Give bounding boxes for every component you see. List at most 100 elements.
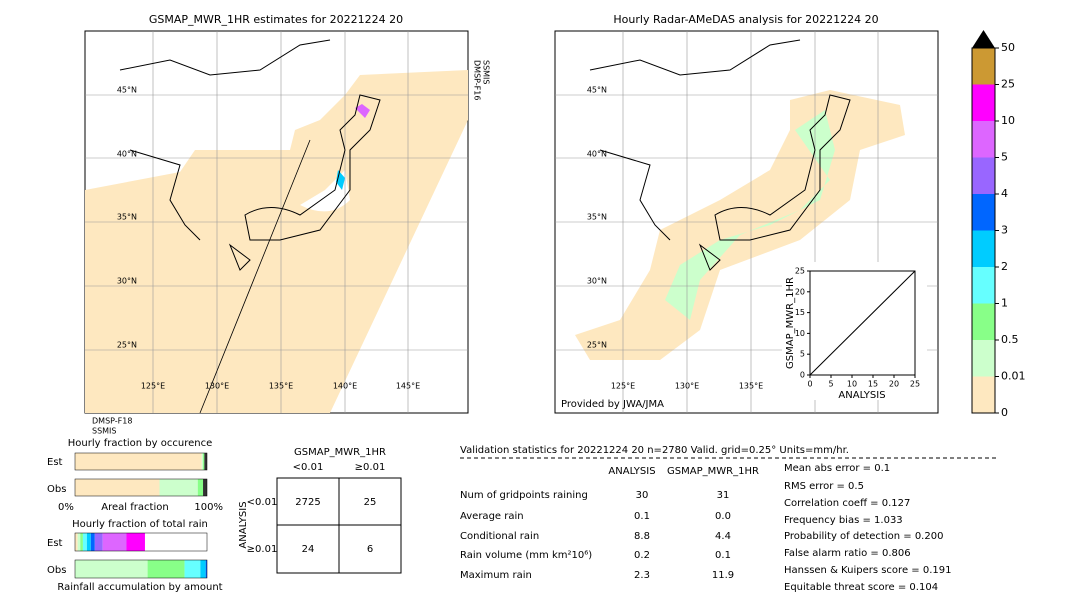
fraction-segment: [203, 453, 205, 470]
col-header: ANALYSIS: [608, 466, 655, 477]
lon-label: 135°E: [269, 382, 293, 391]
row-label: Conditional rain: [460, 531, 539, 542]
colorbar-label: 0.01: [1001, 370, 1026, 383]
lat-label: 25°N: [587, 341, 607, 350]
lat-label: 35°N: [587, 213, 607, 222]
colorbar-band: [972, 376, 995, 413]
colorbar-label: 3: [1001, 224, 1008, 237]
col-header: GSMAP_MWR_1HR: [667, 466, 759, 477]
lon-label: 125°E: [611, 382, 635, 391]
fraction-segment: [205, 560, 207, 578]
coastline: [119, 39, 381, 271]
colorbar-label: 25: [1001, 78, 1015, 91]
panel-title: Hourly fraction by occurence: [68, 438, 212, 449]
score: Hanssen & Kuipers score = 0.191: [784, 565, 951, 576]
fraction-segment: [203, 479, 207, 496]
score: Equitable threat score = 0.104: [784, 582, 938, 593]
y-tick-label: 20: [795, 287, 805, 296]
row-label: Rain volume (mm km²10⁶): [460, 550, 592, 561]
x-tick-label: 20: [889, 380, 899, 389]
fraction-segment: [197, 479, 204, 496]
map-title: Hourly Radar-AMeDAS analysis for 2022122…: [613, 13, 878, 26]
lon-label: 130°E: [675, 382, 699, 391]
colorbar-label: 10: [1001, 114, 1015, 127]
graticule: [555, 31, 938, 413]
lat-label: 45°N: [117, 86, 137, 95]
table-cell: 0.1: [634, 511, 650, 522]
colorbar-label: 50: [1001, 41, 1015, 54]
score: Correlation coeff = 0.127: [784, 498, 910, 509]
x-tick-label: 0: [807, 380, 812, 389]
sat-label: SSMIS: [92, 427, 117, 436]
fraction-segment: [126, 533, 145, 551]
row-label: Est: [47, 457, 63, 468]
row-label: Maximum rain: [460, 570, 532, 581]
axis-label: 0%: [58, 502, 74, 513]
sat-label: DMSP-F18: [92, 417, 132, 426]
table-cell: 0.0: [715, 511, 731, 522]
lon-label: 135°E: [739, 382, 763, 391]
colorbar-band: [972, 84, 995, 121]
table-cell: 11.9: [712, 570, 734, 581]
colorbar-band: [972, 157, 995, 194]
scatter-frame: [809, 270, 916, 376]
table-cell: 4.4: [715, 531, 731, 542]
fraction-segment: [77, 533, 81, 551]
colorbar-band: [972, 48, 995, 85]
fraction-segment: [102, 533, 127, 551]
fraction-segment: [204, 453, 207, 470]
row-label: <0.01: [247, 497, 278, 508]
map-title: GSMAP_MWR_1HR estimates for 20221224 20: [149, 13, 403, 26]
lat-label: 45°N: [587, 86, 607, 95]
lon-label: 145°E: [396, 382, 420, 391]
left-map: [84, 30, 469, 414]
table-cell: 25: [364, 497, 377, 508]
graticule: [85, 31, 468, 413]
table-cell: 6: [367, 544, 373, 555]
lat-label: 35°N: [117, 213, 137, 222]
sat-label: SSMIS: [482, 60, 491, 85]
y-tick-label: 25: [795, 267, 805, 276]
rain-area: [665, 110, 835, 320]
x-tick-label: 25: [910, 380, 920, 389]
stats-title: Validation statistics for 20221224 20 n=…: [460, 445, 849, 456]
table-lines: [277, 478, 401, 573]
rain-area: [85, 70, 468, 413]
lat-label: 40°N: [117, 150, 137, 159]
bar-frame: [74, 532, 208, 552]
colorbar-label: 0.5: [1001, 333, 1019, 346]
axis-label: Areal fraction: [101, 502, 168, 513]
fraction-segment: [80, 533, 83, 551]
axis-label: Rainfall accumulation by amount: [57, 582, 222, 593]
fraction-segment: [201, 453, 204, 470]
lon-label: 130°E: [205, 382, 229, 391]
table-cell: 0.1: [715, 550, 731, 561]
lat-label: 25°N: [117, 341, 137, 350]
colorbar-band: [972, 303, 995, 340]
fraction-segment: [90, 533, 95, 551]
fraction-segment: [200, 560, 206, 578]
fraction-segment: [82, 533, 87, 551]
x-tick-label: 15: [868, 380, 878, 389]
colorbar-label: 1: [1001, 297, 1008, 310]
y-tick-label: 10: [795, 329, 805, 338]
right-map: [554, 30, 939, 414]
fraction-segment: [75, 533, 78, 551]
y-tick-label: 0: [800, 371, 805, 380]
colorbar-band: [972, 267, 995, 304]
table-title: GSMAP_MWR_1HR: [294, 447, 386, 458]
colorbar-label: 0: [1001, 406, 1008, 419]
fraction-segment: [86, 533, 91, 551]
lon-label: 140°E: [333, 382, 357, 391]
table-cell: 31: [717, 490, 730, 501]
table-cell: 24: [302, 544, 315, 555]
score: False alarm ratio = 0.806: [784, 548, 911, 559]
bar-frame: [74, 452, 208, 471]
colorbar-label: 2: [1001, 260, 1008, 273]
row-label: Average rain: [460, 511, 524, 522]
scatter-ylabel: GSMAP_MWR_1HR: [785, 277, 796, 369]
score: Mean abs error = 0.1: [784, 463, 890, 474]
y-tick-label: 15: [795, 308, 805, 317]
fraction-segment: [94, 533, 103, 551]
